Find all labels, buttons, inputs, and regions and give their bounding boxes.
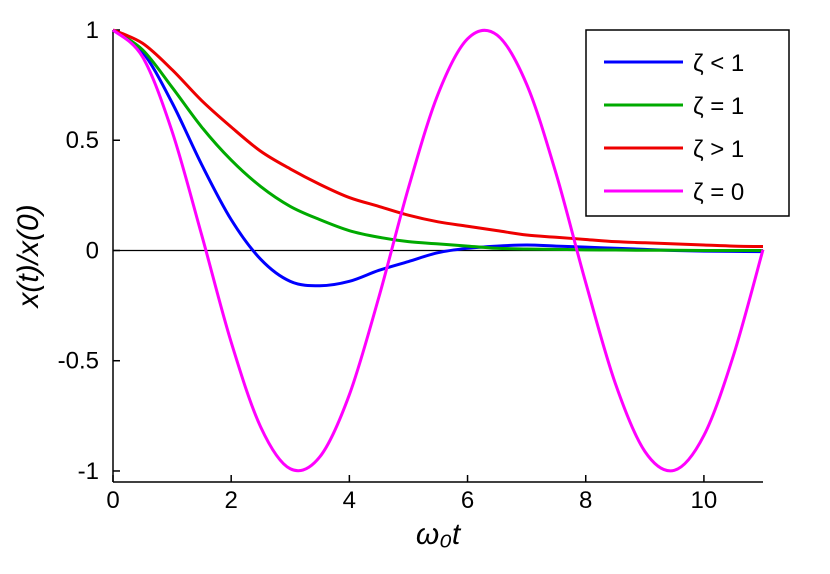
- legend-label: ζ = 1: [693, 93, 744, 120]
- x-tick-label: 6: [461, 487, 474, 514]
- legend-label: ζ = 0: [693, 179, 744, 206]
- tick-labels: 0 2 4 6 8 10 -1 -0.5 0 0.5 1: [58, 17, 718, 514]
- y-tick-label: 0: [86, 237, 99, 264]
- y-tick-label: -1: [78, 458, 99, 485]
- x-axis-label: ω₀t: [416, 518, 462, 551]
- series-line: [111, 28, 765, 473]
- legend: ζ < 1 ζ = 1 ζ > 1 ζ = 0: [585, 29, 790, 217]
- x-tick-label: 8: [579, 487, 592, 514]
- y-tick-label: -0.5: [58, 348, 99, 375]
- series-group: [111, 28, 765, 473]
- y-axis-label: x(t)/x(0): [12, 204, 45, 309]
- y-tick-label: 0.5: [66, 127, 99, 154]
- series-line: [112, 28, 764, 249]
- legend-label: ζ > 1: [693, 136, 744, 163]
- x-tick-label: 0: [106, 487, 119, 514]
- x-tick-label: 10: [691, 487, 718, 514]
- legend-box: [585, 29, 790, 217]
- legend-label: ζ < 1: [693, 50, 744, 77]
- legend-items: ζ < 1 ζ = 1 ζ > 1 ζ = 0: [604, 50, 744, 206]
- x-tick-label: 4: [343, 487, 356, 514]
- x-tick-label: 2: [225, 487, 238, 514]
- series-line: [112, 28, 763, 253]
- y-tick-label: 1: [86, 17, 99, 44]
